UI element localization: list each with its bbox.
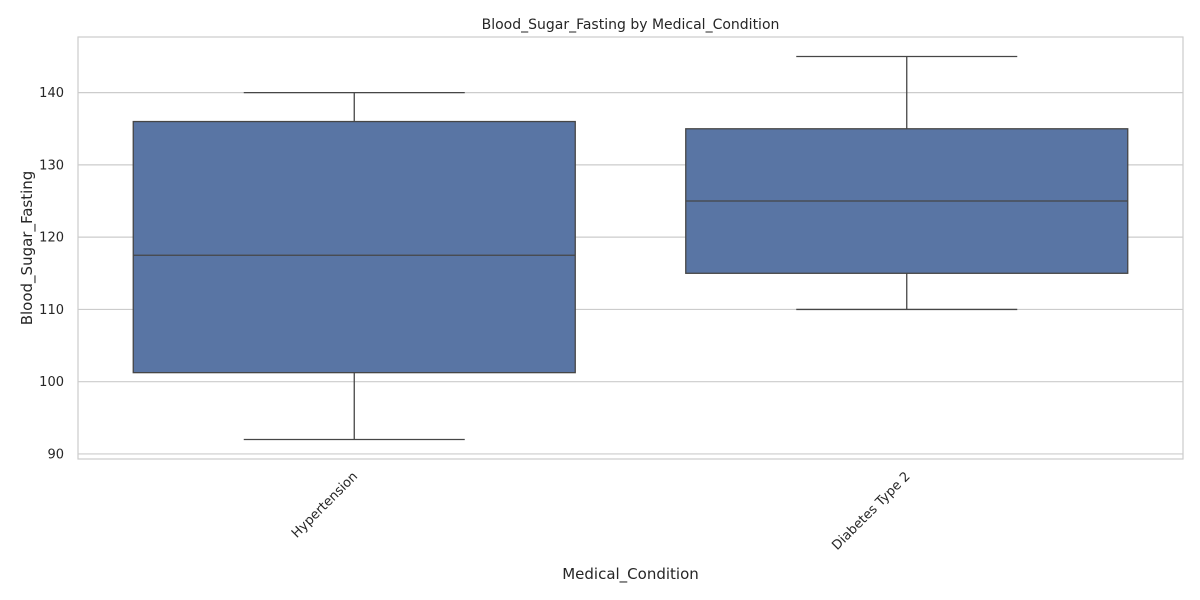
y-tick-label: 100: [39, 375, 64, 390]
box-plot-group: [685, 55, 1129, 311]
box-plot-group: [132, 91, 576, 441]
x-tick-label: Diabetes Type 2: [829, 469, 913, 553]
x-axis-label: Medical_Condition: [562, 565, 699, 584]
iqr-box: [132, 120, 576, 374]
y-tick-label: 130: [39, 158, 64, 173]
plot-frame: [77, 36, 1184, 460]
chart-title: Blood_Sugar_Fasting by Medical_Condition: [482, 17, 780, 33]
y-axis-label: Blood_Sugar_Fasting: [18, 171, 37, 326]
y-tick-label: 120: [39, 231, 64, 246]
y-tick-label: 110: [39, 303, 64, 318]
y-tick-label: 90: [47, 447, 64, 462]
x-tick-label: Hypertension: [289, 469, 361, 541]
x-tick-labels: Hypertension Diabetes Type 2: [289, 469, 914, 553]
y-tick-labels: 90 100 110 120 130 140: [39, 86, 64, 462]
y-tick-label: 140: [39, 86, 64, 101]
box-layer: [132, 55, 1129, 441]
